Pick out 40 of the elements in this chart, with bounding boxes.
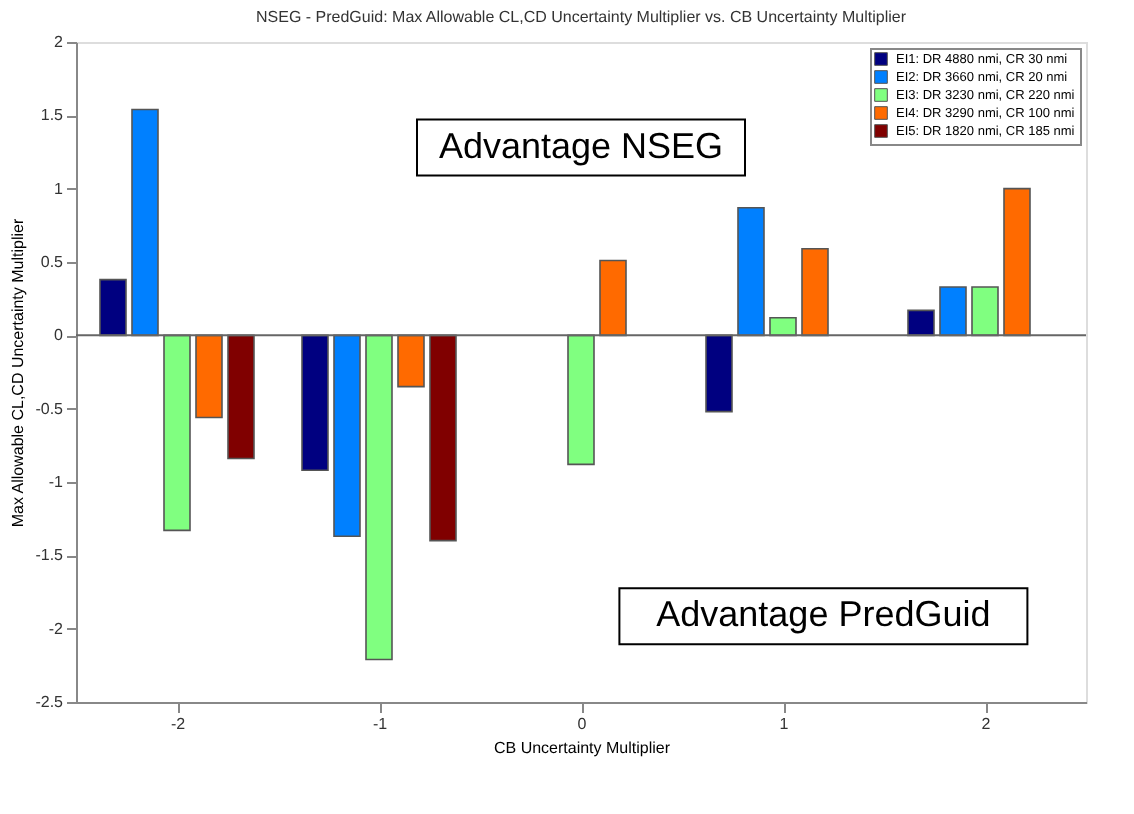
bar [907, 309, 935, 337]
y-tick-label: -1.5 [35, 546, 65, 565]
y-tick-label: 0.5 [40, 253, 65, 271]
y-axis-title: Max Allowable CL,CD Uncertainty Multiplier [9, 218, 28, 528]
x-tick-label: -2 [170, 715, 187, 733]
bar [365, 334, 393, 661]
bar [737, 206, 765, 337]
bar [163, 334, 191, 532]
bar [567, 334, 595, 466]
bar [939, 286, 967, 337]
bar [333, 334, 361, 538]
x-tick-label: 0 [577, 715, 588, 733]
x-axis-title: CB Uncertainty Multiplier [493, 739, 671, 757]
bar [301, 334, 329, 472]
x-tick-label: -1 [372, 715, 389, 733]
bar [99, 278, 127, 337]
annotation: Advantage NSEG [438, 125, 724, 166]
bar [1003, 187, 1031, 337]
y-tick-label: 1 [54, 179, 65, 198]
bar [397, 334, 425, 388]
annotation: Advantage PredGuid [656, 594, 991, 635]
y-tick-label: 0 [54, 326, 65, 345]
bar [801, 248, 829, 337]
bar [429, 334, 457, 542]
y-tick-label: -0.5 [35, 399, 65, 418]
bar [971, 286, 999, 337]
bar [769, 316, 797, 337]
bar [227, 334, 255, 460]
x-tick-label: 2 [981, 715, 992, 733]
bar [599, 259, 627, 337]
y-tick-label: 2 [54, 33, 65, 51]
bar [705, 334, 733, 413]
y-tick-label: 1.5 [40, 106, 65, 125]
x-tick-label: 1 [779, 715, 790, 733]
chart-title: NSEG - PredGuid: Max Allowable CL,CD Uncertainty Multiplier vs. CB Uncertainty Multiplier [256, 8, 907, 26]
bar [195, 334, 223, 419]
y-tick-label: -2 [48, 619, 65, 638]
bar [131, 108, 159, 337]
y-tick-label: -1 [48, 473, 65, 491]
y-tick-label: -2.5 [35, 693, 65, 711]
